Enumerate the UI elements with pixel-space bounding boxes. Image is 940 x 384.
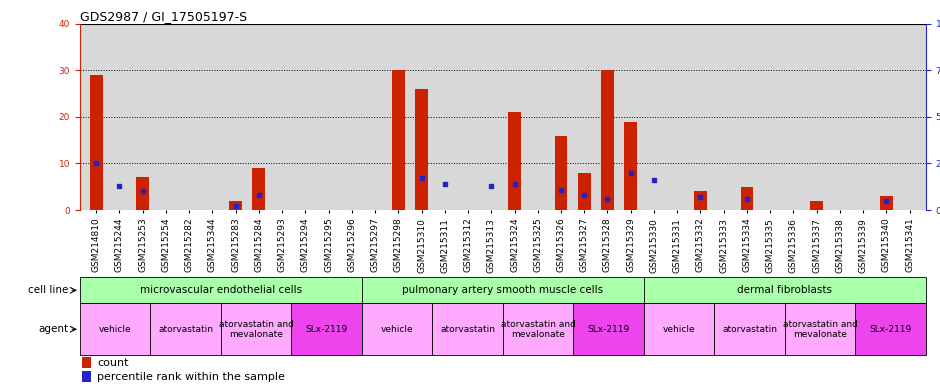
Bar xyxy=(221,303,291,355)
Bar xyxy=(503,303,573,355)
Text: atorvastatin: atorvastatin xyxy=(440,325,495,334)
Text: atorvastatin: atorvastatin xyxy=(722,325,777,334)
Text: vehicle: vehicle xyxy=(381,325,414,334)
Bar xyxy=(150,303,221,355)
Bar xyxy=(392,70,405,210)
Text: SLx-2119: SLx-2119 xyxy=(306,325,348,334)
Bar xyxy=(82,371,91,382)
Text: microvascular endothelial cells: microvascular endothelial cells xyxy=(140,285,302,295)
Bar xyxy=(573,303,644,355)
Text: pulmonary artery smooth muscle cells: pulmonary artery smooth muscle cells xyxy=(402,285,603,295)
Bar xyxy=(714,303,785,355)
Bar xyxy=(415,89,428,210)
Bar xyxy=(362,303,432,355)
Text: vehicle: vehicle xyxy=(99,325,132,334)
Text: dermal fibroblasts: dermal fibroblasts xyxy=(737,285,833,295)
Text: atorvastatin and
mevalonate: atorvastatin and mevalonate xyxy=(219,319,293,339)
Bar xyxy=(229,201,242,210)
Bar xyxy=(810,201,823,210)
Bar xyxy=(855,303,926,355)
Bar xyxy=(136,177,149,210)
Text: atorvastatin and
mevalonate: atorvastatin and mevalonate xyxy=(501,319,575,339)
Text: cell line: cell line xyxy=(28,285,69,295)
Text: agent: agent xyxy=(38,324,69,334)
Text: SLx-2119: SLx-2119 xyxy=(588,325,630,334)
Bar xyxy=(741,187,753,210)
Bar xyxy=(291,303,362,355)
Text: count: count xyxy=(97,358,129,368)
Bar xyxy=(432,303,503,355)
Bar xyxy=(82,357,91,368)
Bar xyxy=(880,196,893,210)
Bar xyxy=(509,112,521,210)
Bar xyxy=(578,173,590,210)
Text: vehicle: vehicle xyxy=(663,325,696,334)
Bar xyxy=(80,303,150,355)
Bar xyxy=(601,70,614,210)
Text: atorvastatin: atorvastatin xyxy=(158,325,213,334)
Bar xyxy=(90,75,102,210)
Text: percentile rank within the sample: percentile rank within the sample xyxy=(97,371,285,382)
Bar xyxy=(785,303,855,355)
Text: atorvastatin and
mevalonate: atorvastatin and mevalonate xyxy=(783,319,857,339)
Bar xyxy=(624,122,637,210)
Bar xyxy=(253,168,265,210)
Bar xyxy=(694,192,707,210)
Bar xyxy=(644,303,714,355)
Text: GDS2987 / GI_17505197-S: GDS2987 / GI_17505197-S xyxy=(80,10,247,23)
Bar xyxy=(555,136,568,210)
Text: SLx-2119: SLx-2119 xyxy=(870,325,912,334)
